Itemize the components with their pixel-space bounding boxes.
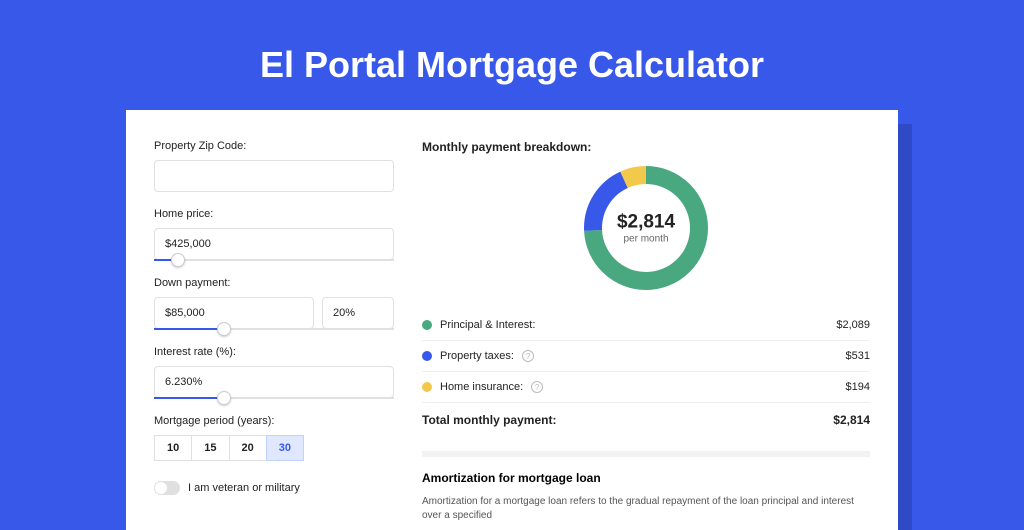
breakdown-row: Property taxes:? $531 xyxy=(422,341,870,372)
breakdown-row-left: Property taxes:? xyxy=(422,350,534,362)
donut-per-month: per month xyxy=(617,234,675,245)
breakdown-value: $531 xyxy=(846,350,870,362)
donut-amount: $2,814 xyxy=(617,212,675,234)
field-mortgage-period: Mortgage period (years): 10152030 xyxy=(154,415,394,461)
veteran-toggle[interactable] xyxy=(154,481,180,495)
down-payment-slider[interactable] xyxy=(154,328,394,330)
page-root: El Portal Mortgage Calculator Property Z… xyxy=(0,0,1024,512)
down-payment-pct-input[interactable] xyxy=(322,297,394,329)
breakdown-row-left: Home insurance:? xyxy=(422,381,543,393)
total-value: $2,814 xyxy=(833,413,870,427)
period-tabs: 10152030 xyxy=(154,435,394,461)
breakdown-rows: Principal & Interest: $2,089 Property taxe… xyxy=(422,310,870,403)
breakdown-panel: Monthly payment breakdown: $2,814 per mo… xyxy=(394,140,870,530)
period-tab-15[interactable]: 15 xyxy=(191,435,229,461)
slider-fill xyxy=(154,397,224,399)
veteran-toggle-row: I am veteran or military xyxy=(154,481,394,495)
slider-thumb[interactable] xyxy=(171,253,185,267)
zip-input[interactable] xyxy=(154,160,394,192)
donut-center: $2,814 per month xyxy=(617,212,675,245)
field-interest-rate: Interest rate (%): xyxy=(154,346,394,399)
period-tab-30[interactable]: 30 xyxy=(266,435,304,461)
help-icon[interactable]: ? xyxy=(531,381,543,393)
breakdown-value: $194 xyxy=(846,381,870,393)
amortization-section: Amortization for mortgage loan Amortizat… xyxy=(422,451,870,523)
total-row: Total monthly payment: $2,814 xyxy=(422,403,870,437)
period-tab-20[interactable]: 20 xyxy=(229,435,267,461)
slider-thumb[interactable] xyxy=(217,391,231,405)
breakdown-value: $2,089 xyxy=(836,319,870,331)
period-tab-10[interactable]: 10 xyxy=(154,435,192,461)
amortization-text: Amortization for a mortgage loan refers … xyxy=(422,495,870,523)
slider-fill xyxy=(154,328,224,330)
help-icon[interactable]: ? xyxy=(522,350,534,362)
down-payment-input[interactable] xyxy=(154,297,314,329)
legend-dot xyxy=(422,320,432,330)
breakdown-row: Home insurance:? $194 xyxy=(422,372,870,403)
breakdown-label: Property taxes: xyxy=(440,350,514,362)
breakdown-row: Principal & Interest: $2,089 xyxy=(422,310,870,341)
interest-rate-input[interactable] xyxy=(154,366,394,398)
interest-rate-label: Interest rate (%): xyxy=(154,346,394,358)
slider-thumb[interactable] xyxy=(217,322,231,336)
calculator-card: Property Zip Code: Home price: Down paym… xyxy=(126,110,898,530)
legend-dot xyxy=(422,382,432,392)
total-label: Total monthly payment: xyxy=(422,413,556,427)
field-down-payment: Down payment: xyxy=(154,277,394,330)
home-price-slider[interactable] xyxy=(154,259,394,261)
field-zip: Property Zip Code: xyxy=(154,140,394,192)
home-price-label: Home price: xyxy=(154,208,394,220)
donut-chart: $2,814 per month xyxy=(422,166,870,290)
interest-rate-slider[interactable] xyxy=(154,397,394,399)
home-price-input[interactable] xyxy=(154,228,394,260)
veteran-label: I am veteran or military xyxy=(188,482,300,494)
form-panel: Property Zip Code: Home price: Down paym… xyxy=(154,140,394,530)
legend-dot xyxy=(422,351,432,361)
page-title: El Portal Mortgage Calculator xyxy=(0,0,1024,110)
amortization-title: Amortization for mortgage loan xyxy=(422,471,870,485)
toggle-knob xyxy=(155,482,167,494)
breakdown-label: Principal & Interest: xyxy=(440,319,535,331)
zip-label: Property Zip Code: xyxy=(154,140,394,152)
mortgage-period-label: Mortgage period (years): xyxy=(154,415,394,427)
breakdown-label: Home insurance: xyxy=(440,381,523,393)
down-payment-label: Down payment: xyxy=(154,277,394,289)
breakdown-title: Monthly payment breakdown: xyxy=(422,140,870,154)
field-home-price: Home price: xyxy=(154,208,394,261)
breakdown-row-left: Principal & Interest: xyxy=(422,319,535,331)
